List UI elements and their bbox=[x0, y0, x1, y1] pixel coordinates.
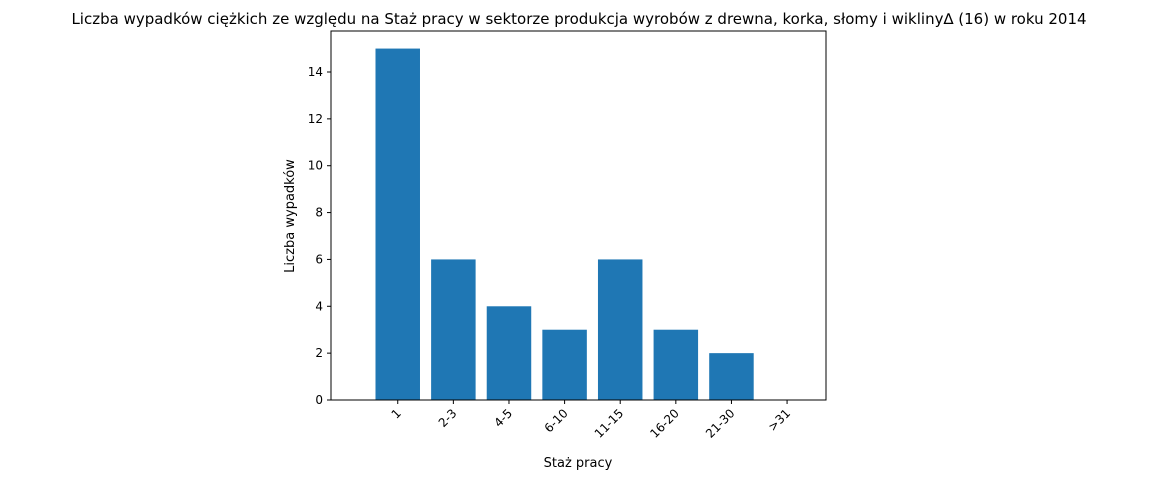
x-tick-label: 4-5 bbox=[491, 406, 515, 430]
x-tick-label: 21-30 bbox=[703, 406, 738, 441]
x-axis-label: Staż pracy bbox=[544, 456, 613, 471]
bar-6-10 bbox=[542, 329, 587, 400]
bar-1 bbox=[375, 48, 420, 400]
x-tick-label: 6-10 bbox=[542, 406, 571, 435]
chart-title: Liczba wypadków ciężkich ze względu na S… bbox=[71, 10, 1086, 28]
x-tick-label: 11-15 bbox=[592, 406, 627, 441]
y-axis-label: Liczba wypadków bbox=[283, 159, 298, 273]
y-tick-label: 8 bbox=[315, 206, 323, 220]
bar-2-3 bbox=[431, 259, 476, 400]
y-tick-label: 4 bbox=[315, 299, 323, 313]
y-tick-label: 2 bbox=[315, 346, 323, 360]
y-tick-label: 6 bbox=[315, 252, 323, 266]
x-tick-label: >31 bbox=[765, 406, 793, 434]
x-tick-label: 1 bbox=[389, 406, 404, 421]
y-tick-label: 0 bbox=[315, 393, 323, 407]
x-tick-label: 2-3 bbox=[436, 406, 460, 430]
plot-frame bbox=[330, 30, 827, 401]
y-tick-label: 12 bbox=[308, 112, 323, 126]
bar-4-5 bbox=[486, 306, 532, 400]
bar-21-30 bbox=[709, 353, 754, 400]
y-tick-label: 10 bbox=[308, 159, 323, 173]
x-tick-label: 16-20 bbox=[647, 406, 682, 441]
bar-16-20 bbox=[653, 329, 699, 400]
bar-11-15 bbox=[597, 259, 643, 400]
y-tick-label: 14 bbox=[308, 65, 323, 79]
plot-area: 0 2 4 6 8 10 12 14 1 2-3 4-5 6-10 11-15 16-20 21-30 >31 bbox=[308, 30, 827, 441]
